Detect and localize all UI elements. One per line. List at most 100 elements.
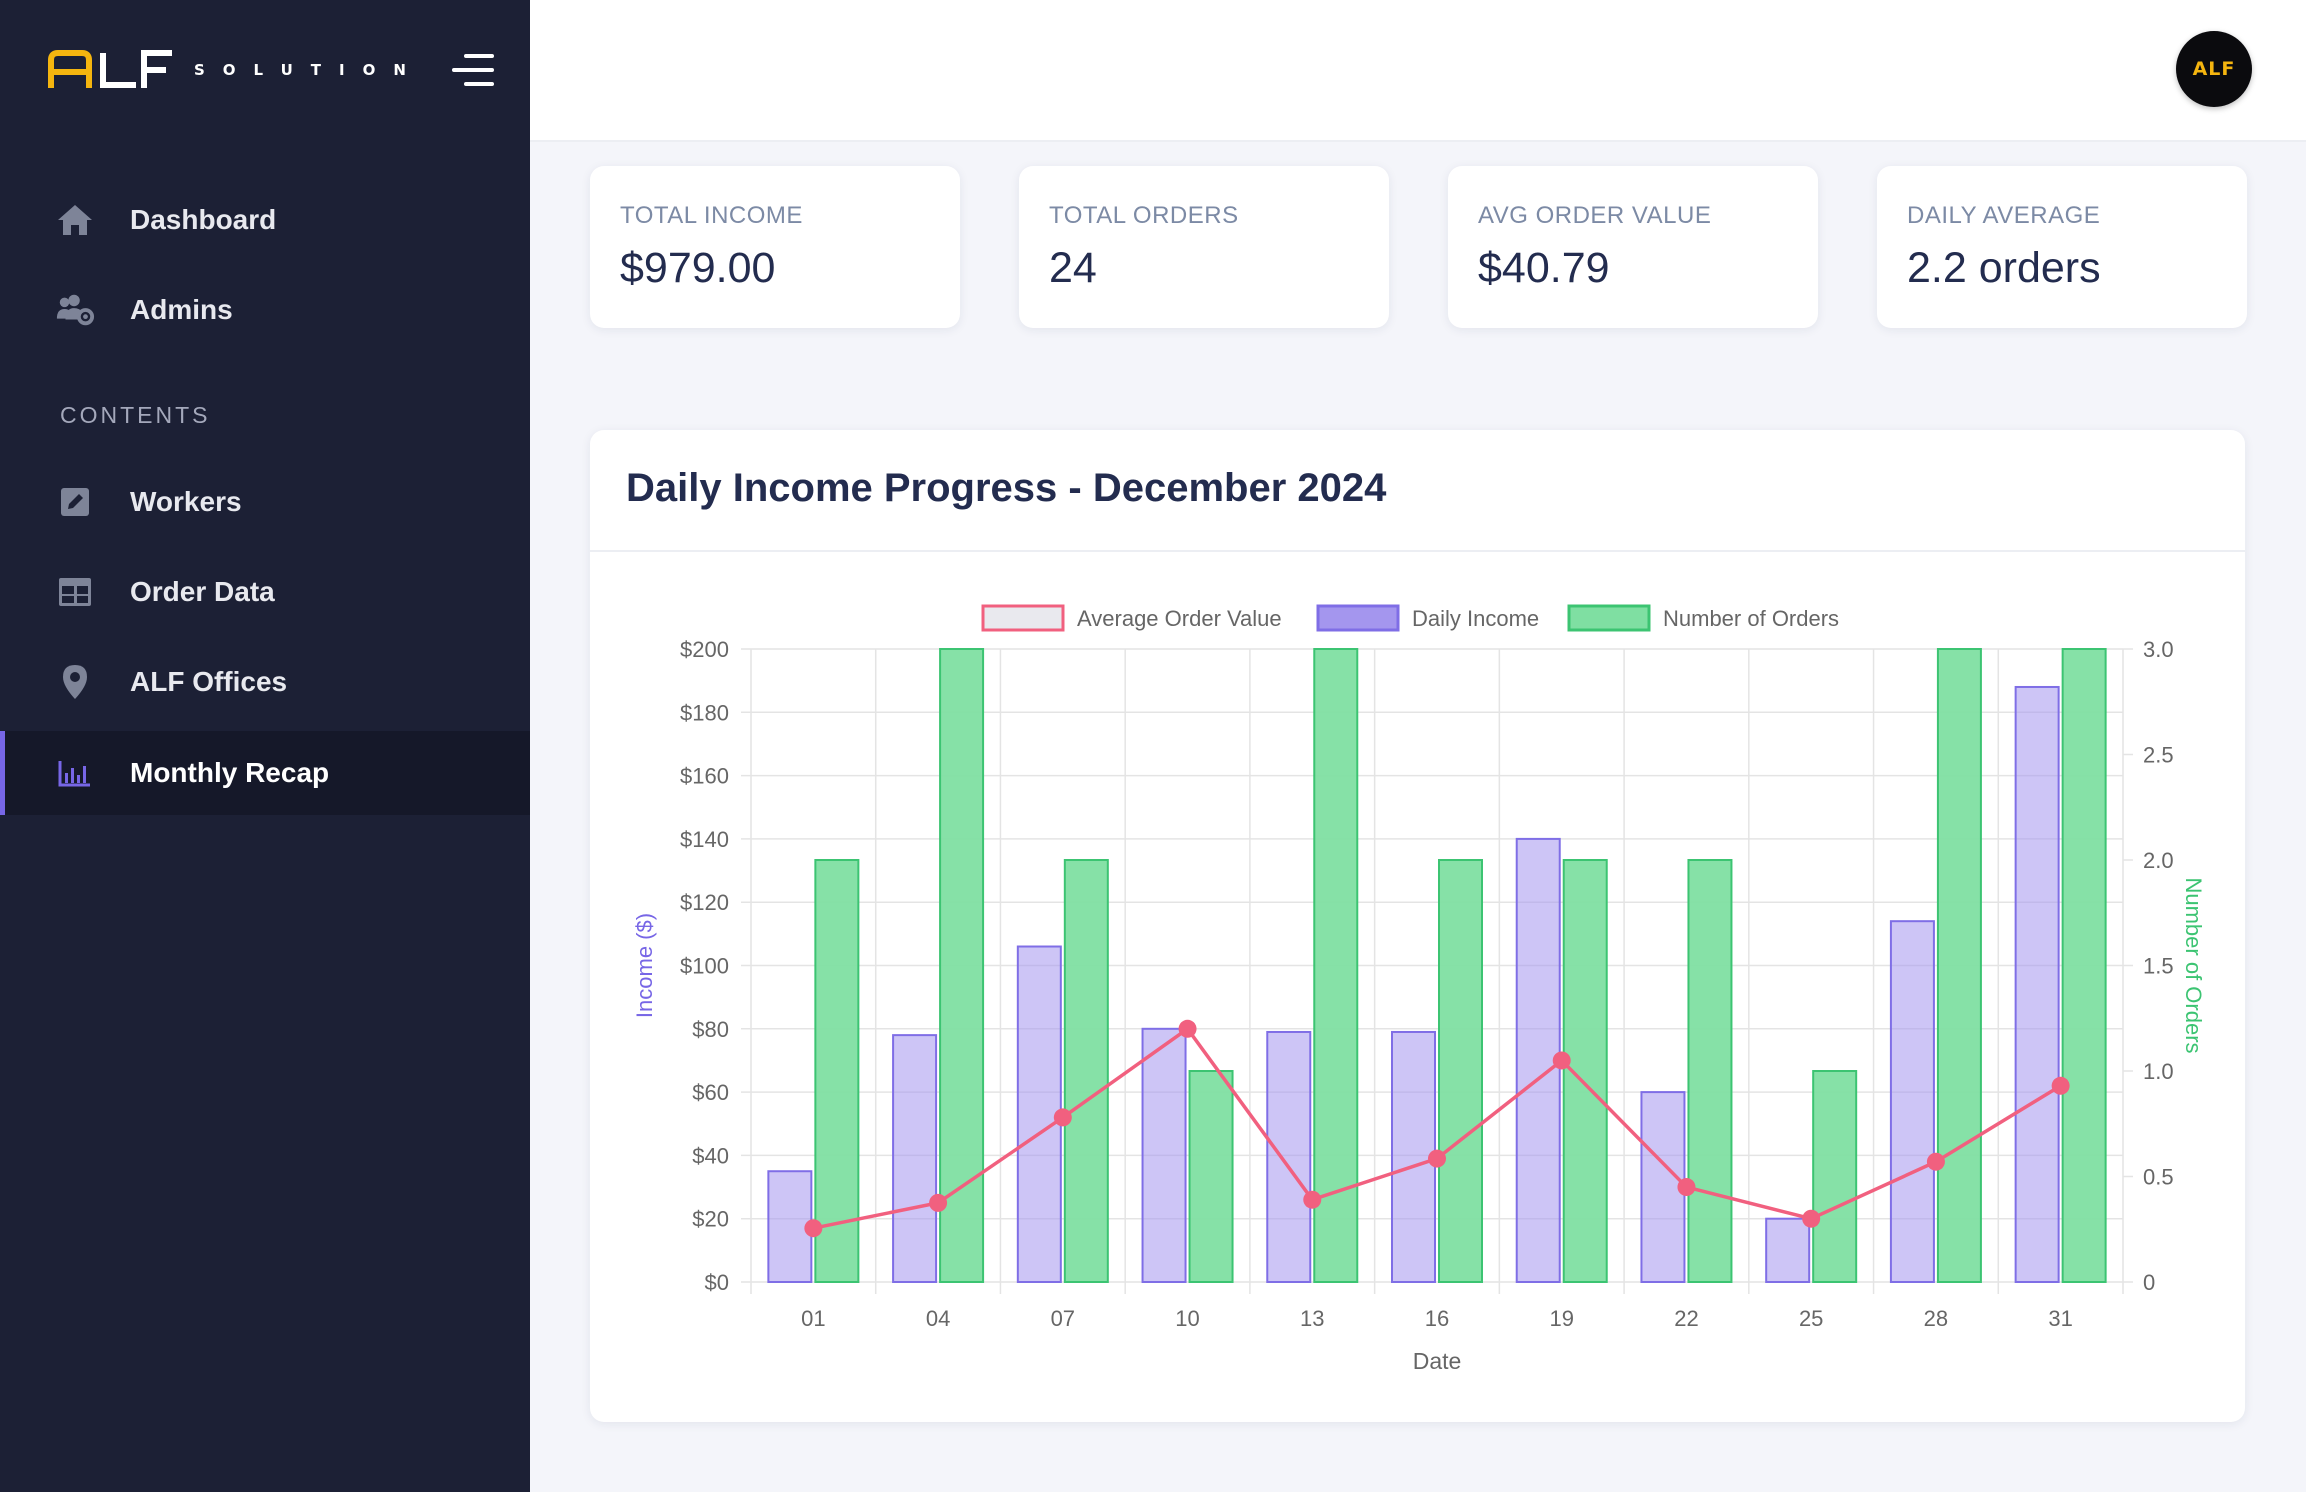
stat-card-total-orders: TOTAL ORDERS 24 [1019,166,1389,328]
x-tick-label: 07 [1051,1306,1075,1331]
x-tick-label: 01 [801,1306,825,1331]
stat-card-total-income: TOTAL INCOME $979.00 [590,166,960,328]
section-label-contents: CONTENTS [60,402,211,428]
legend-daily-income-swatch [1316,604,1400,632]
avg-order-value-point [1802,1209,1821,1228]
y-tick-label: $60 [692,1080,729,1105]
stat-value: 24 [1049,244,1097,292]
y-tick-label: $140 [680,827,729,852]
stat-card-daily-average: DAILY AVERAGE 2.2 orders [1877,166,2247,328]
top-bar [530,0,2306,142]
x-tick-label: 13 [1300,1306,1324,1331]
income-bar [1765,1217,1811,1284]
orders-bar [1687,859,1733,1283]
y-tick-label: $180 [680,700,729,725]
home-icon [55,200,95,240]
sidebar-item-label: ALF Offices [130,666,288,697]
income-bar [1391,1030,1436,1284]
income-bar [767,1170,813,1283]
avatar-logo-text: ALF [2192,58,2236,80]
y2-tick-label: 1.5 [2143,954,2174,979]
legend-avg-order-value-label: Average Order Value [1077,606,1282,631]
orders-bar [1936,648,1982,1283]
income-chart[interactable]: $0 $20 $40 $60 $80 $100 $120 $140 $160 $180 $200 0 0… [590,430,2245,1422]
brand-subtitle: SOLUTION [194,61,424,79]
income-bar [1889,920,1935,1283]
avg-order-value-point [1926,1152,1945,1171]
brand-logo[interactable]: SOLUTION [48,44,424,96]
stat-label: DAILY AVERAGE [1907,202,2101,229]
sidebar-item-label: Dashboard [130,204,277,235]
y-tick-label: $100 [680,954,729,979]
y-tick-label: $0 [705,1270,729,1295]
stat-value: 2.2 orders [1907,244,2101,292]
y-axis-title: Income ($) [632,913,657,1018]
sidebar-item-order-data[interactable]: Order Data [0,550,530,634]
table-icon [55,572,95,612]
legend-avg-order-value-swatch [981,604,1065,632]
y-tick-label: $160 [680,764,729,789]
x-tick-label: 19 [1549,1306,1573,1331]
x-tick-label: 28 [1924,1306,1948,1331]
avatar[interactable]: ALF [2176,31,2252,107]
stat-card-avg-order-value: AVG ORDER VALUE $40.79 [1448,166,1818,328]
y-tick-label: $40 [692,1143,729,1168]
sidebar: SOLUTION Dashboard Admins CONTENTS [0,0,530,1492]
y2-tick-label: 1.0 [2143,1059,2174,1084]
chart-divider [590,550,2245,552]
orders-bar [1063,859,1109,1283]
orders-bar [1438,859,1483,1283]
sidebar-item-label: Monthly Recap [130,757,330,788]
menu-toggle-button[interactable] [452,52,494,88]
x-tick-label: 25 [1799,1306,1823,1331]
avg-order-value-point [1677,1178,1696,1197]
users-gear-icon [55,290,95,330]
x-tick-label: 16 [1425,1306,1449,1331]
income-bar [1266,1030,1312,1284]
sidebar-item-workers[interactable]: Workers [0,460,530,544]
y2-tick-label: 0 [2143,1270,2155,1295]
sidebar-item-dashboard[interactable]: Dashboard [0,178,530,262]
avg-order-value-point [804,1219,823,1238]
income-bar [1141,1027,1187,1283]
income-bar [2014,685,2060,1284]
avg-order-value-point [1428,1149,1446,1168]
sidebar-item-monthly-recap[interactable]: Monthly Recap [0,731,530,815]
legend-daily-income-label: Daily Income [1412,606,1539,631]
edit-icon [55,482,95,522]
income-bar [1016,945,1062,1283]
alf-logo-mark [48,50,174,90]
avg-order-value-point [929,1193,948,1212]
sidebar-item-alf-offices[interactable]: ALF Offices [0,640,530,724]
x-axis-title: Date [1413,1348,1462,1374]
chart-title: Daily Income Progress - December 2024 [626,466,1387,510]
orders-bar [1313,648,1359,1283]
x-tick-label: 10 [1175,1306,1199,1331]
y-tick-label: $120 [680,890,729,915]
y2-tick-label: 2.5 [2143,743,2174,768]
chart-card: Daily Income Progress - December 2024 $0… [590,430,2245,1422]
avg-order-value-point [1178,1019,1197,1038]
x-tick-label: 04 [926,1306,950,1331]
orders-bar [1188,1070,1234,1283]
avg-order-value-point [1552,1051,1571,1070]
stat-label: TOTAL INCOME [620,202,803,229]
y2-axis-title: Number of Orders [2181,877,2206,1053]
y-tick-label: $200 [680,637,729,662]
sidebar-item-label: Workers [130,486,242,517]
orders-bar [2061,648,2107,1283]
y-tick-label: $80 [692,1017,729,1042]
sidebar-item-admins[interactable]: Admins [0,268,530,352]
y2-tick-label: 2.0 [2143,848,2174,873]
x-tick-label: 22 [1674,1306,1698,1331]
legend-number-of-orders-swatch [1567,604,1651,632]
stat-value: $979.00 [620,244,776,292]
income-bar [892,1034,938,1283]
stat-label: TOTAL ORDERS [1049,202,1239,229]
stat-label: AVG ORDER VALUE [1478,202,1712,229]
sidebar-item-label: Order Data [130,576,275,607]
orders-bar [1812,1070,1858,1283]
bar-chart-icon [55,753,95,793]
y2-tick-label: 0.5 [2143,1165,2174,1190]
avg-order-value-point [2051,1076,2070,1095]
